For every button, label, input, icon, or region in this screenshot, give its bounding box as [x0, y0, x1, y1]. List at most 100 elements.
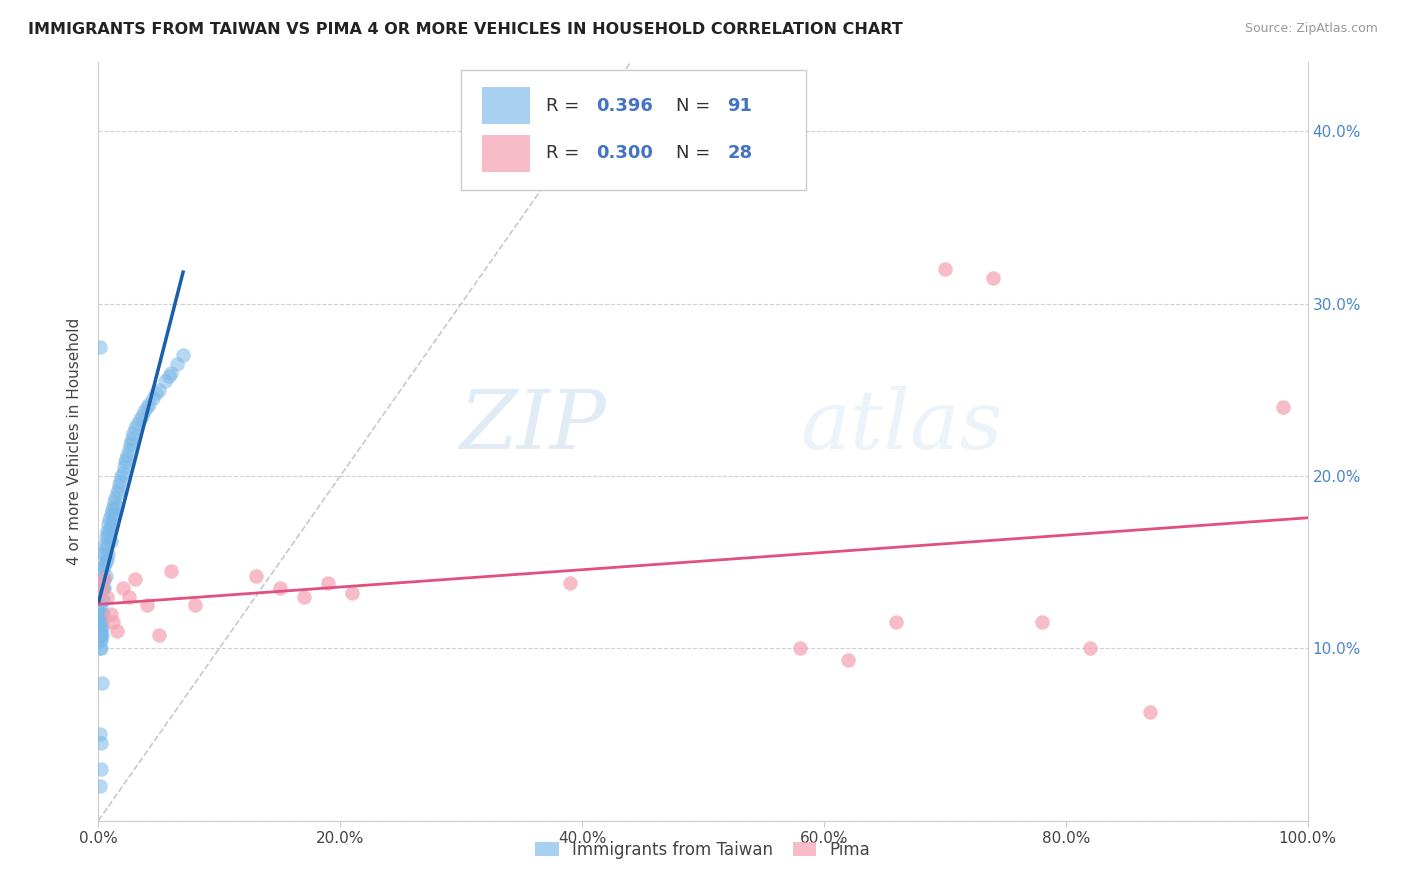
Point [91, 607, 114, 621]
Point [100, 517, 122, 532]
Point [96, 524, 118, 538]
Point [91, 621, 114, 635]
Point [292, 590, 315, 604]
Point [1031, 615, 1053, 630]
Point [89, 727, 111, 741]
Point [94, 541, 117, 556]
Point [91, 547, 114, 561]
Point [1139, 705, 1161, 719]
Text: Source: ZipAtlas.com: Source: ZipAtlas.com [1244, 22, 1378, 36]
Point [91, 581, 114, 595]
Point [98, 524, 121, 538]
Point [91, 675, 114, 690]
Point [111, 581, 134, 595]
Point [91, 558, 114, 573]
Point [93, 547, 115, 561]
Point [91, 627, 114, 641]
Point [837, 653, 859, 667]
Point [101, 615, 124, 630]
FancyBboxPatch shape [482, 87, 530, 124]
Point [91, 564, 114, 578]
Point [91, 607, 114, 621]
Point [166, 357, 188, 371]
Point [100, 534, 122, 549]
Point [90, 641, 112, 656]
Point [1078, 641, 1101, 656]
Point [112, 460, 135, 475]
Text: 0.396: 0.396 [596, 96, 654, 115]
Point [90, 762, 112, 776]
Point [145, 386, 167, 401]
Point [90, 621, 112, 635]
Text: R =: R = [546, 145, 585, 162]
Point [127, 417, 149, 432]
Point [94, 555, 117, 569]
Point [118, 438, 141, 452]
Point [981, 270, 1004, 285]
Point [103, 495, 125, 509]
Point [118, 590, 141, 604]
Point [89, 627, 111, 641]
Point [91, 615, 114, 630]
Point [148, 383, 170, 397]
Text: 0.300: 0.300 [596, 145, 654, 162]
Text: IMMIGRANTS FROM TAIWAN VS PIMA 4 OR MORE VEHICLES IN HOUSEHOLD CORRELATION CHART: IMMIGRANTS FROM TAIWAN VS PIMA 4 OR MORE… [28, 22, 903, 37]
FancyBboxPatch shape [461, 70, 806, 190]
Point [134, 403, 156, 417]
Point [128, 412, 150, 426]
Text: R =: R = [546, 96, 585, 115]
Point [96, 551, 118, 566]
Point [101, 512, 124, 526]
Point [117, 448, 139, 462]
Point [96, 590, 118, 604]
Legend: Immigrants from Taiwan, Pima: Immigrants from Taiwan, Pima [529, 834, 877, 865]
Point [245, 569, 267, 583]
Y-axis label: 4 or more Vehicles in Household: 4 or more Vehicles in Household [67, 318, 83, 566]
Text: 91: 91 [727, 96, 752, 115]
Point [90, 632, 112, 647]
Point [93, 538, 115, 552]
Point [94, 529, 117, 543]
Point [89, 340, 111, 354]
Point [1272, 400, 1295, 414]
Point [111, 466, 134, 480]
Text: N =: N = [676, 96, 717, 115]
Point [105, 486, 128, 500]
Point [105, 500, 128, 514]
Point [886, 615, 908, 630]
Point [131, 409, 153, 423]
Point [124, 421, 146, 435]
Point [100, 607, 122, 621]
Point [108, 477, 131, 491]
Point [93, 573, 115, 587]
Point [153, 374, 176, 388]
Point [100, 521, 122, 535]
Point [184, 599, 207, 613]
Point [114, 455, 136, 469]
Point [93, 558, 115, 573]
Point [135, 599, 157, 613]
Point [100, 503, 122, 517]
Point [121, 431, 143, 445]
Point [98, 512, 121, 526]
Point [96, 538, 118, 552]
Point [94, 569, 117, 583]
Point [97, 547, 120, 561]
Point [103, 507, 125, 521]
Point [91, 593, 114, 607]
Point [122, 425, 145, 440]
Point [93, 581, 115, 595]
Text: N =: N = [676, 145, 717, 162]
Point [172, 348, 194, 362]
Point [316, 575, 339, 590]
Point [91, 593, 114, 607]
Point [157, 369, 180, 384]
Point [90, 736, 112, 750]
Point [120, 434, 142, 449]
Point [90, 607, 112, 621]
FancyBboxPatch shape [482, 136, 530, 171]
Point [104, 491, 127, 506]
Point [148, 627, 170, 641]
Point [558, 575, 581, 590]
Point [90, 615, 112, 630]
